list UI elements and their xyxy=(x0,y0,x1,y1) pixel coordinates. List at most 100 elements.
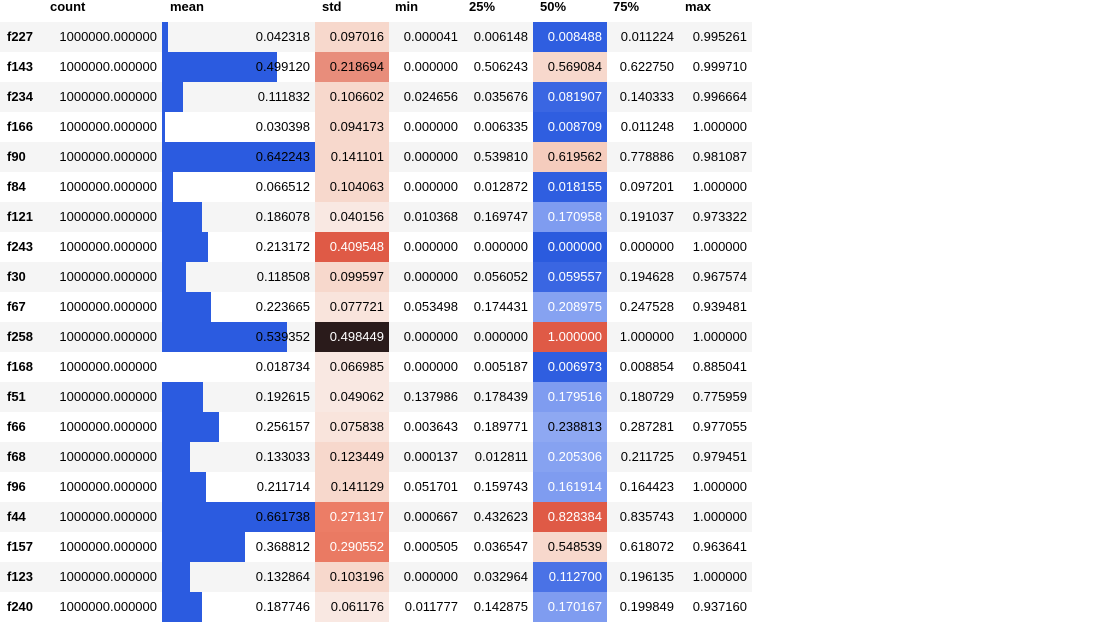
mean-cell: 0.118508 xyxy=(162,262,315,292)
row-index-label: f121 xyxy=(7,209,34,224)
table-row: f121 1000000.000000 0.186078 0.040156 0.0103… xyxy=(0,202,752,232)
std-cell: 0.061176 xyxy=(315,592,389,622)
mean-data-bar xyxy=(162,262,186,292)
p25-cell: 0.189771 xyxy=(473,419,528,434)
mean-data-bar xyxy=(162,82,183,112)
count-cell: 1000000.000000 xyxy=(59,389,157,404)
mean-value: 0.066512 xyxy=(255,179,310,194)
p75-cell: 0.287281 xyxy=(619,419,674,434)
table-row: f227 1000000.000000 0.042318 0.097016 0.0000… xyxy=(0,22,752,52)
max-cell: 1.000000 xyxy=(692,509,747,524)
max-cell: 0.937160 xyxy=(692,599,747,614)
table-row: f66 1000000.000000 0.256157 0.075838 0.00364… xyxy=(0,412,752,442)
row-index-label: f44 xyxy=(7,509,26,524)
std-cell: 0.040156 xyxy=(315,202,389,232)
p75-cell: 0.097201 xyxy=(619,179,674,194)
mean-value: 0.499120 xyxy=(255,59,310,74)
min-cell: 0.137986 xyxy=(403,389,458,404)
count-cell: 1000000.000000 xyxy=(59,419,157,434)
mean-value: 0.539352 xyxy=(255,329,310,344)
min-cell: 0.011777 xyxy=(404,599,458,614)
p50-cell: 0.179516 xyxy=(533,382,607,412)
p25-cell: 0.056052 xyxy=(473,269,528,284)
header-mean: mean xyxy=(170,0,204,14)
row-index-label: f90 xyxy=(7,149,26,164)
p25-cell: 0.000000 xyxy=(473,239,528,254)
p50-cell: 0.008488 xyxy=(533,22,607,52)
header-std: std xyxy=(322,0,342,14)
max-cell: 0.981087 xyxy=(692,149,747,164)
max-cell: 0.995261 xyxy=(692,29,747,44)
mean-cell: 0.213172 xyxy=(162,232,315,262)
row-index-label: f227 xyxy=(7,29,34,44)
std-cell: 0.094173 xyxy=(315,112,389,142)
p50-cell: 0.008709 xyxy=(533,112,607,142)
min-cell: 0.053498 xyxy=(403,299,458,314)
std-cell: 0.049062 xyxy=(315,382,389,412)
p75-cell: 0.008854 xyxy=(619,359,674,374)
row-index-label: f84 xyxy=(7,179,26,194)
max-cell: 0.996664 xyxy=(692,89,747,104)
p25-cell: 0.169747 xyxy=(473,209,528,224)
count-cell: 1000000.000000 xyxy=(59,329,157,344)
mean-cell: 0.066512 xyxy=(162,172,315,202)
table-row: f123 1000000.000000 0.132864 0.103196 0.0000… xyxy=(0,562,752,592)
count-cell: 1000000.000000 xyxy=(59,539,157,554)
p50-cell: 0.548539 xyxy=(533,532,607,562)
std-cell: 0.218694 xyxy=(315,52,389,82)
max-cell: 0.977055 xyxy=(692,419,747,434)
mean-value: 0.118508 xyxy=(256,269,310,284)
row-index-label: f243 xyxy=(7,239,34,254)
p75-cell: 0.247528 xyxy=(619,299,674,314)
p50-cell: 0.000000 xyxy=(533,232,607,262)
mean-value: 0.133033 xyxy=(255,449,310,464)
p50-cell: 0.081907 xyxy=(533,82,607,112)
max-cell: 1.000000 xyxy=(692,119,747,134)
mean-data-bar xyxy=(162,442,190,472)
mean-cell: 0.539352 xyxy=(162,322,315,352)
std-cell: 0.141129 xyxy=(315,472,389,502)
mean-data-bar xyxy=(162,382,203,412)
count-cell: 1000000.000000 xyxy=(59,269,157,284)
p75-cell: 1.000000 xyxy=(619,329,674,344)
mean-cell: 0.018734 xyxy=(162,352,315,382)
p75-cell: 0.140333 xyxy=(619,89,674,104)
std-cell: 0.103196 xyxy=(315,562,389,592)
p50-cell: 0.238813 xyxy=(533,412,607,442)
p75-cell: 0.618072 xyxy=(619,539,674,554)
p75-cell: 0.180729 xyxy=(619,389,674,404)
mean-data-bar xyxy=(162,472,206,502)
mean-data-bar xyxy=(162,142,315,172)
max-cell: 1.000000 xyxy=(692,479,747,494)
mean-cell: 0.111832 xyxy=(162,82,315,112)
p25-cell: 0.432623 xyxy=(473,509,528,524)
header-count: count xyxy=(50,0,86,14)
min-cell: 0.000000 xyxy=(403,359,458,374)
mean-value: 0.192615 xyxy=(255,389,310,404)
table-row: f90 1000000.000000 0.642243 0.141101 0.00000… xyxy=(0,142,752,172)
min-cell: 0.000505 xyxy=(403,539,458,554)
header-p50: 50% xyxy=(540,0,567,14)
row-index-label: f123 xyxy=(7,569,34,584)
mean-data-bar xyxy=(162,52,277,82)
mean-data-bar xyxy=(162,202,202,232)
max-cell: 0.979451 xyxy=(692,449,747,464)
count-cell: 1000000.000000 xyxy=(59,449,157,464)
std-cell: 0.290552 xyxy=(315,532,389,562)
mean-value: 0.642243 xyxy=(255,149,310,164)
std-cell: 0.099597 xyxy=(315,262,389,292)
max-cell: 0.999710 xyxy=(692,59,747,74)
count-cell: 1000000.000000 xyxy=(59,299,157,314)
mean-cell: 0.187746 xyxy=(162,592,315,622)
mean-data-bar xyxy=(162,502,315,532)
table-row: f67 1000000.000000 0.223665 0.077721 0.05349… xyxy=(0,292,752,322)
p50-cell: 0.170167 xyxy=(533,592,607,622)
p75-cell: 0.194628 xyxy=(619,269,674,284)
p25-cell: 0.036547 xyxy=(473,539,528,554)
mean-cell: 0.042318 xyxy=(162,22,315,52)
count-cell: 1000000.000000 xyxy=(59,509,157,524)
table-row: f30 1000000.000000 0.118508 0.099597 0.00000… xyxy=(0,262,752,292)
p75-cell: 0.622750 xyxy=(619,59,674,74)
min-cell: 0.000000 xyxy=(403,59,458,74)
p75-cell: 0.011248 xyxy=(620,119,674,134)
